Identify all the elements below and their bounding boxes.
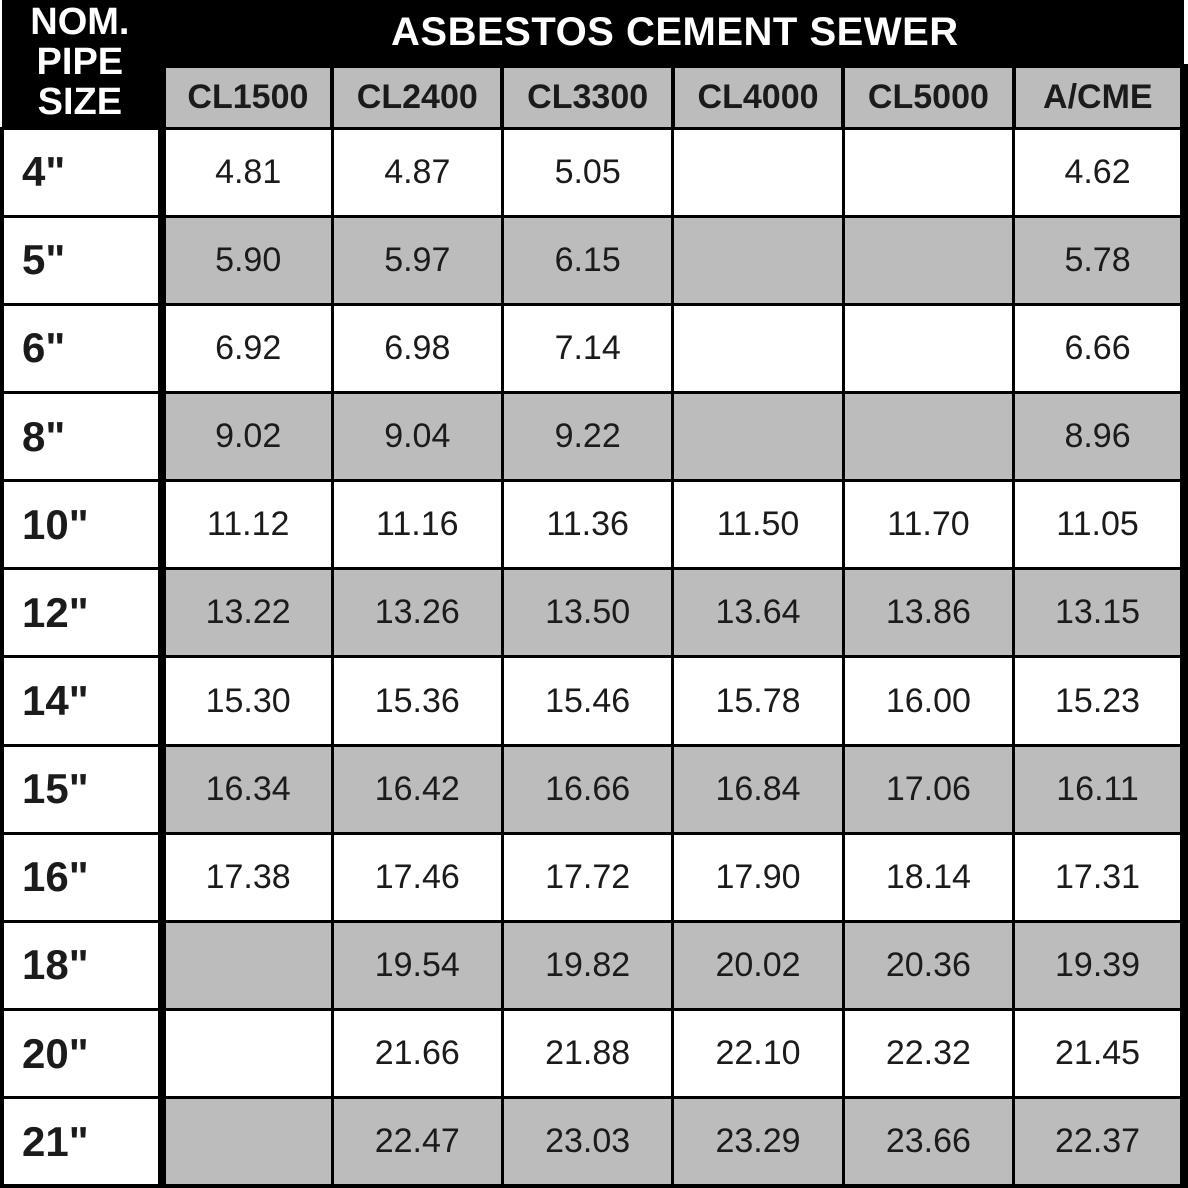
value-cell: 5.97 [332,216,502,304]
value-cell: 15.36 [332,657,502,745]
size-cell: 16" [2,833,162,921]
value-cell: 17.90 [673,833,843,921]
size-cell: 10" [2,481,162,569]
value-cell: 17.38 [162,833,332,921]
value-cell: 15.78 [673,657,843,745]
value-cell: 5.05 [502,128,672,216]
value-cell: 21.66 [332,1010,502,1098]
value-cell: 11.05 [1014,481,1184,569]
value-cell [843,216,1013,304]
value-cell: 21.45 [1014,1010,1184,1098]
value-cell: 7.14 [502,304,672,392]
value-cell: 15.46 [502,657,672,745]
row-header-line3: SIZE [38,81,122,123]
value-cell: 6.15 [502,216,672,304]
value-cell: 13.50 [502,569,672,657]
value-cell [843,392,1013,480]
value-cell: 16.34 [162,745,332,833]
value-cell: 19.39 [1014,921,1184,1009]
value-cell: 16.66 [502,745,672,833]
value-cell [162,1010,332,1098]
value-cell: 5.90 [162,216,332,304]
value-cell [843,128,1013,216]
col-header: CL2400 [332,66,502,128]
value-cell [673,304,843,392]
value-cell: 16.00 [843,657,1013,745]
col-header: CL3300 [502,66,672,128]
value-cell: 22.47 [332,1098,502,1186]
value-cell: 16.11 [1014,745,1184,833]
value-cell: 22.37 [1014,1098,1184,1186]
value-cell: 11.70 [843,481,1013,569]
col-header: CL4000 [673,66,843,128]
col-header: A/CME [1014,66,1184,128]
value-cell: 9.22 [502,392,672,480]
value-cell [162,1098,332,1186]
value-cell: 17.06 [843,745,1013,833]
value-cell: 19.82 [502,921,672,1009]
value-cell: 4.81 [162,128,332,216]
value-cell [843,304,1013,392]
value-cell: 17.72 [502,833,672,921]
size-cell: 20" [2,1010,162,1098]
value-cell: 20.36 [843,921,1013,1009]
value-cell: 20.02 [673,921,843,1009]
value-cell: 18.14 [843,833,1013,921]
pipe-spec-table: NOM. PIPE SIZE ASBESTOS CEMENT SEWER CL1… [0,0,1188,1188]
size-cell: 15" [2,745,162,833]
row-header-line1: NOM. [30,1,129,43]
value-cell: 15.23 [1014,657,1184,745]
value-cell [673,128,843,216]
size-cell: 6" [2,304,162,392]
value-cell: 4.62 [1014,128,1184,216]
table: NOM. PIPE SIZE ASBESTOS CEMENT SEWER CL1… [0,0,1188,1188]
row-header-label: NOM. PIPE SIZE [2,0,162,128]
value-cell [162,921,332,1009]
value-cell: 11.36 [502,481,672,569]
value-cell: 13.15 [1014,569,1184,657]
value-cell: 21.88 [502,1010,672,1098]
value-cell: 16.84 [673,745,843,833]
value-cell: 23.66 [843,1098,1013,1186]
value-cell: 4.87 [332,128,502,216]
value-cell: 8.96 [1014,392,1184,480]
size-cell: 18" [2,921,162,1009]
value-cell: 23.29 [673,1098,843,1186]
value-cell: 13.86 [843,569,1013,657]
size-cell: 14" [2,657,162,745]
value-cell: 6.98 [332,304,502,392]
value-cell: 15.30 [162,657,332,745]
value-cell: 11.12 [162,481,332,569]
value-cell: 17.31 [1014,833,1184,921]
value-cell [673,216,843,304]
size-cell: 4" [2,128,162,216]
value-cell [673,392,843,480]
value-cell: 19.54 [332,921,502,1009]
value-cell: 13.64 [673,569,843,657]
row-header-line2: PIPE [37,41,124,83]
value-cell: 6.66 [1014,304,1184,392]
value-cell: 13.26 [332,569,502,657]
size-cell: 8" [2,392,162,480]
value-cell: 6.92 [162,304,332,392]
value-cell: 13.22 [162,569,332,657]
value-cell: 11.16 [332,481,502,569]
value-cell: 17.46 [332,833,502,921]
value-cell: 11.50 [673,481,843,569]
size-cell: 12" [2,569,162,657]
value-cell: 5.78 [1014,216,1184,304]
value-cell: 23.03 [502,1098,672,1186]
value-cell: 9.04 [332,392,502,480]
col-header: CL1500 [162,66,332,128]
col-header: CL5000 [843,66,1013,128]
value-cell: 9.02 [162,392,332,480]
table-title: ASBESTOS CEMENT SEWER [162,0,1184,66]
size-cell: 21" [2,1098,162,1186]
value-cell: 22.32 [843,1010,1013,1098]
table-body: 4" 4.81 4.87 5.05 4.62 5" 5.90 5.97 6.15… [2,128,1184,1186]
size-cell: 5" [2,216,162,304]
value-cell: 16.42 [332,745,502,833]
value-cell: 22.10 [673,1010,843,1098]
